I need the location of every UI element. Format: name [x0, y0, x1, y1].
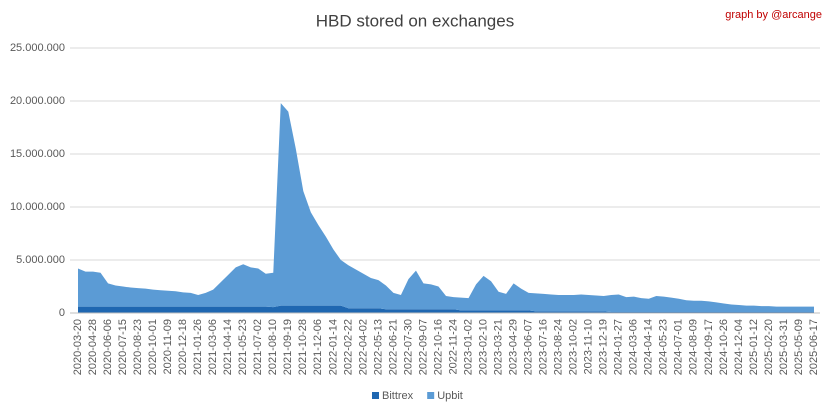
y-tick-label: 20.000.000 [10, 95, 65, 107]
x-tick-label: 2025-05-09 [793, 319, 805, 375]
x-tick-label: 2021-08-10 [267, 319, 279, 375]
x-tick-label: 2023-06-07 [523, 319, 535, 375]
y-tick-label: 10.000.000 [10, 201, 65, 213]
x-tick-label: 2020-10-01 [147, 319, 159, 375]
area [78, 305, 814, 313]
x-tick-label: 2024-09-17 [703, 319, 715, 375]
x-tick-label: 2022-02-22 [342, 319, 354, 375]
x-tick-label: 2024-03-06 [628, 319, 640, 375]
x-tick-label: 2023-01-02 [462, 319, 474, 375]
x-tick-label: 2023-04-29 [507, 319, 519, 375]
x-tick-label: 2023-03-21 [492, 319, 504, 375]
legend-label: Upbit [437, 390, 463, 402]
x-tick-label: 2023-12-19 [598, 319, 610, 375]
x-tick-label: 2024-07-01 [673, 319, 685, 375]
x-tick-label: 2021-10-28 [297, 319, 309, 375]
x-tick-label: 2022-11-24 [447, 319, 459, 374]
x-tick-label: 2020-11-09 [162, 319, 174, 374]
x-tick-label: 2024-04-14 [643, 319, 655, 375]
x-tick-label: 2020-06-06 [102, 319, 114, 375]
x-tick-label: 2024-10-26 [718, 319, 730, 375]
y-tick-label: 0 [59, 307, 65, 319]
x-tick-label: 2022-04-02 [357, 319, 369, 375]
x-tick-label: 2022-06-21 [387, 319, 399, 375]
x-tick-label: 2021-07-02 [252, 319, 264, 375]
x-tick-label: 2023-10-02 [568, 319, 580, 375]
x-tick-label: 2020-12-18 [177, 319, 189, 375]
x-tick-label: 2020-08-23 [132, 319, 144, 375]
legend-label: Bittrex [382, 390, 414, 402]
x-tick-label: 2021-03-06 [207, 319, 219, 375]
x-tick-label: 2024-01-27 [613, 319, 625, 375]
y-tick-label: 5.000.000 [16, 254, 65, 266]
x-tick-label: 2021-01-26 [192, 319, 204, 375]
x-tick-label: 2020-04-28 [87, 319, 99, 375]
x-tick-label: 2025-06-17 [808, 319, 820, 375]
x-tick-label: 2021-05-23 [237, 319, 249, 375]
x-tick-label: 2024-05-23 [658, 319, 670, 375]
x-tick-label: 2022-10-16 [432, 319, 444, 375]
x-tick-label: 2021-04-14 [222, 319, 234, 375]
x-tick-label: 2022-01-14 [327, 319, 339, 375]
x-tick-label: 2020-03-20 [72, 319, 84, 375]
y-tick-label: 15.000.000 [10, 148, 65, 160]
area [78, 103, 814, 312]
x-tick-label: 2021-09-19 [282, 319, 294, 375]
x-tick-label: 2022-07-30 [402, 319, 414, 375]
x-tick-label: 2023-02-10 [477, 319, 489, 375]
legend-swatch [427, 392, 435, 399]
x-tick-label: 2022-09-07 [417, 319, 429, 375]
x-tick-label: 2022-05-13 [372, 319, 384, 375]
x-tick-label: 2023-07-16 [538, 319, 550, 375]
x-tick-label: 2025-03-31 [778, 319, 790, 375]
x-tick-label: 2025-01-12 [748, 319, 760, 375]
x-tick-label: 2025-02-20 [763, 319, 775, 375]
credit: graph by @arcange [725, 9, 822, 21]
legend-swatch [372, 392, 379, 399]
x-tick-label: 2021-12-06 [312, 319, 324, 375]
x-tick-label: 2020-07-15 [117, 319, 129, 375]
x-tick-label: 2024-08-09 [688, 319, 700, 375]
y-tick-label: 25.000.000 [10, 42, 65, 54]
x-tick-label: 2024-12-04 [733, 319, 745, 375]
chart-title: HBD stored on exchanges [316, 11, 514, 30]
x-tick-label: 2023-11-10 [583, 319, 595, 374]
x-tick-label: 2023-08-24 [553, 319, 565, 375]
